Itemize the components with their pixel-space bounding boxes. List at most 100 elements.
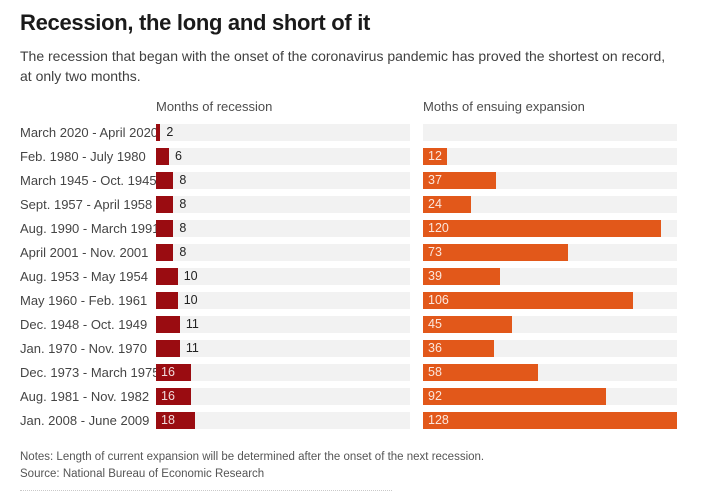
expansion-value-label: 12 <box>428 149 442 164</box>
recession-track: 8 <box>156 243 410 261</box>
row-label: May 1960 - Feb. 1961 <box>20 292 148 308</box>
expansion-track: 120 <box>423 219 677 237</box>
recession-bar <box>156 147 170 165</box>
recession-value-label: 11 <box>185 317 199 332</box>
expansion-bar: 36 <box>423 339 495 357</box>
chart-row: May 1960 - Feb. 1961 10 106 <box>20 291 677 309</box>
recession-value-label: 16 <box>161 389 175 404</box>
row-label: Aug. 1981 - Nov. 1982 <box>20 388 150 404</box>
chart-subtitle: The recession that began with the onset … <box>20 47 666 84</box>
recession-value-label: 8 <box>179 173 187 188</box>
expansion-track: 37 <box>423 171 677 189</box>
expansion-track: 106 <box>423 291 677 309</box>
expansion-bar: 39 <box>423 267 501 285</box>
row-label: March 2020 - April 2020 <box>20 124 159 140</box>
recession-value-label: 10 <box>183 293 198 308</box>
recession-track: 16 <box>156 387 410 405</box>
expansion-value-label: 39 <box>428 269 442 284</box>
chart-row: Aug. 1953 - May 1954 10 39 <box>20 267 677 285</box>
expansion-value-label: 92 <box>428 389 442 404</box>
recession-bar: 16 <box>156 363 191 381</box>
expansion-bar: 106 <box>423 291 634 309</box>
expansion-value-label: 73 <box>428 245 442 260</box>
recession-bar <box>156 315 180 333</box>
expansion-bar: 37 <box>423 171 497 189</box>
expansion-track: 128 <box>423 411 677 429</box>
recession-value-label: 10 <box>183 269 198 284</box>
chart-row: Jan. 2008 - June 2009 18 128 <box>20 411 677 429</box>
row-label: Dec. 1973 - March 1975 <box>20 364 160 380</box>
recession-track: 18 <box>156 411 410 429</box>
recession-bar <box>156 123 161 141</box>
recession-value-label: 6 <box>175 149 182 164</box>
recession-value-label: 16 <box>161 365 175 380</box>
recession-bar <box>156 267 178 285</box>
recession-track: 11 <box>156 315 410 333</box>
chart-row: Feb. 1980 - July 1980 6 12 <box>20 147 677 165</box>
bottom-dotted-rule <box>20 490 392 491</box>
chart-row: Aug. 1990 - March 1991 8 120 <box>20 219 677 237</box>
recession-bar <box>156 195 174 213</box>
recession-bar <box>156 291 178 309</box>
expansion-track <box>423 123 677 141</box>
expansion-value-label: 36 <box>428 341 442 356</box>
row-label: Feb. 1980 - July 1980 <box>20 148 146 164</box>
notes-text: Notes: Length of current expansion will … <box>20 450 485 463</box>
column-headers: Months of recession Moths of ensuing exp… <box>20 99 677 114</box>
expansion-track: 92 <box>423 387 677 405</box>
recession-track: 16 <box>156 363 410 381</box>
recession-track: 8 <box>156 219 410 237</box>
expansion-bar: 73 <box>423 243 568 261</box>
page-title: Recession, the long and short of it <box>20 10 371 35</box>
recession-track: 6 <box>156 147 410 165</box>
row-label: Jan. 1970 - Nov. 1970 <box>20 340 147 356</box>
recession-value-label: 8 <box>179 221 187 236</box>
expansion-value-label: 37 <box>428 173 442 188</box>
recession-track: 10 <box>156 267 410 285</box>
recession-track: 8 <box>156 171 410 189</box>
expansion-bar: 58 <box>423 363 539 381</box>
expansion-value-label: 106 <box>428 293 449 308</box>
chart-rows: March 2020 - April 2020 2 Feb. 1980 - July… <box>20 123 677 429</box>
expansion-track: 73 <box>423 243 677 261</box>
row-label: March 1945 - Oct. 1945 <box>20 172 157 188</box>
expansion-bar: 12 <box>423 147 447 165</box>
recession-value-label: 2 <box>166 125 174 140</box>
chart-row: Sept. 1957 - April 1958 8 24 <box>20 195 677 213</box>
chart-row: Jan. 1970 - Nov. 1970 11 36 <box>20 339 677 357</box>
row-label: Jan. 2008 - June 2009 <box>20 412 150 428</box>
expansion-track: 45 <box>423 315 677 333</box>
row-label: Aug. 1953 - May 1954 <box>20 268 148 284</box>
recession-bar <box>156 243 174 261</box>
footnotes: Notes: Length of current expansion will … <box>20 449 677 485</box>
expansion-bar: 120 <box>423 219 662 237</box>
expansion-track: 58 <box>423 363 677 381</box>
row-label: Aug. 1990 - March 1991 <box>20 220 160 236</box>
expansion-value-label: 128 <box>428 413 449 428</box>
row-label: Dec. 1948 - Oct. 1949 <box>20 316 148 332</box>
recession-column-header: Months of recession <box>156 98 273 114</box>
expansion-track: 24 <box>423 195 677 213</box>
recession-bar <box>156 339 180 357</box>
recession-bar <box>156 219 174 237</box>
expansion-value-label: 58 <box>428 365 442 380</box>
expansion-value-label: 45 <box>428 317 442 332</box>
chart-row: March 2020 - April 2020 2 <box>20 123 677 141</box>
recession-track: 8 <box>156 195 410 213</box>
expansion-bar: 128 <box>423 411 677 429</box>
expansion-bar: 92 <box>423 387 606 405</box>
expansion-value-label: 24 <box>428 197 442 212</box>
bar-chart: Months of recession Moths of ensuing exp… <box>20 99 677 429</box>
chart-row: April 2001 - Nov. 2001 8 73 <box>20 243 677 261</box>
chart-row: March 1945 - Oct. 1945 8 37 <box>20 171 677 189</box>
expansion-bar: 45 <box>423 315 513 333</box>
recession-value-label: 18 <box>161 413 175 428</box>
recession-value-label: 8 <box>179 245 187 260</box>
row-label: Sept. 1957 - April 1958 <box>20 196 153 212</box>
chart-row: Dec. 1948 - Oct. 1949 11 45 <box>20 315 677 333</box>
expansion-track: 12 <box>423 147 677 165</box>
recession-value-label: 11 <box>185 341 199 356</box>
row-label: April 2001 - Nov. 2001 <box>20 244 149 260</box>
expansion-column-header: Moths of ensuing expansion <box>423 98 585 114</box>
